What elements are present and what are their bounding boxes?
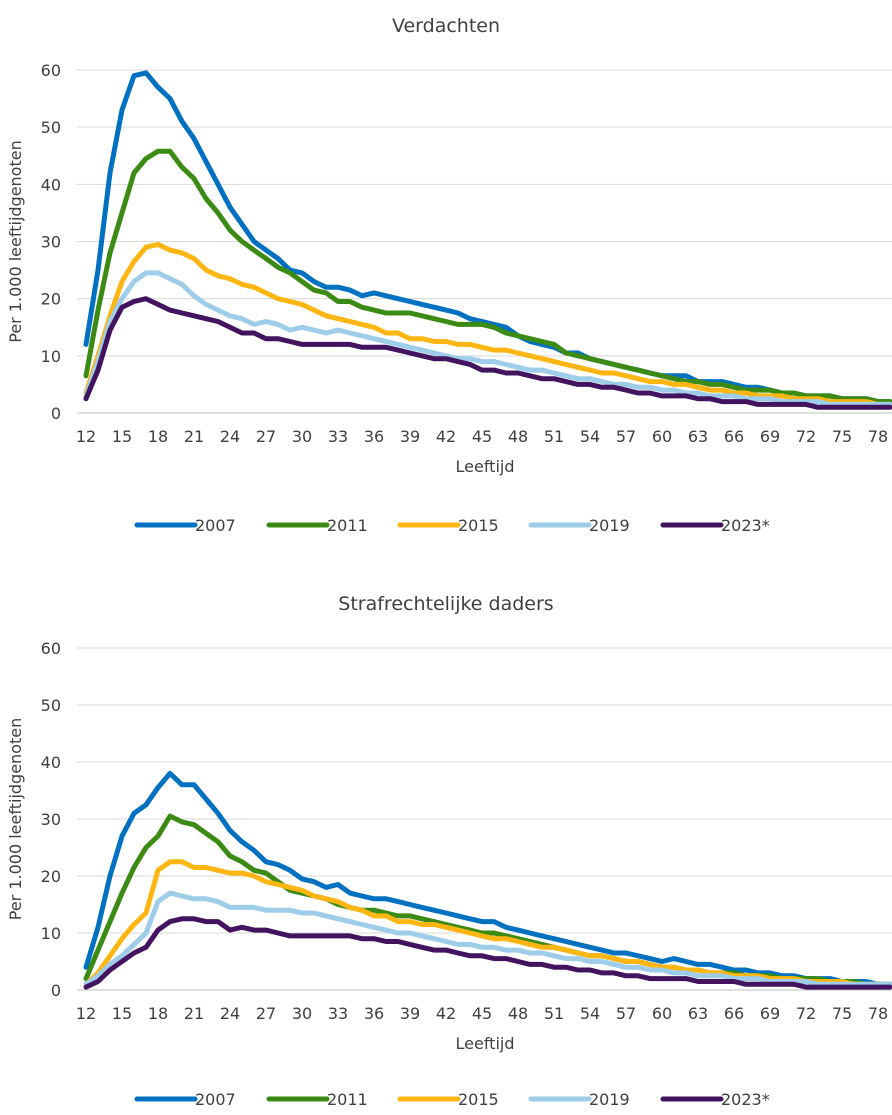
x-tick-label: 39 — [400, 427, 420, 446]
legend-label: 2023* — [721, 516, 770, 535]
x-axis-label: Leeftijd — [456, 457, 515, 476]
legend-label: 2023* — [721, 1090, 770, 1109]
x-tick-label: 36 — [364, 427, 384, 446]
x-tick-label: 66 — [724, 427, 744, 446]
y-tick-label: 10 — [41, 347, 61, 366]
legend-label: 2011 — [327, 516, 368, 535]
x-tick-label: 75 — [832, 427, 852, 446]
series-line-2019 — [83, 270, 892, 407]
y-tick-label: 0 — [51, 981, 61, 1000]
x-tick-label: 57 — [616, 1004, 636, 1023]
y-axis-label: Per 1.000 leeftijdgenoten — [6, 718, 25, 920]
x-tick-label: 36 — [364, 1004, 384, 1023]
x-tick-label: 33 — [328, 427, 348, 446]
series-line-2007 — [83, 70, 892, 405]
x-tick-label: 63 — [688, 1004, 708, 1023]
chart-1: Verdachten 0 10 20 30 40 50 60 12 15 18 21 24 27 30 33 3… — [6, 15, 892, 535]
x-tick-label: 60 — [652, 427, 672, 446]
series-line-2015 — [83, 241, 892, 407]
legend-label: 2019 — [589, 1090, 630, 1109]
x-tick-label: 69 — [760, 427, 780, 446]
y-tick-label: 50 — [41, 118, 61, 137]
x-tick-label: 12 — [76, 427, 96, 446]
series-line-2011 — [83, 148, 892, 405]
x-tick-label: 48 — [508, 1004, 528, 1023]
chart-title: Verdachten — [392, 15, 500, 37]
y-tick-label: 60 — [41, 639, 61, 658]
chart-title: Strafrechtelijke daders — [338, 593, 553, 615]
y-axis-label: Per 1.000 leeftijdgenoten — [6, 140, 25, 342]
x-tick-label: 78 — [868, 1004, 888, 1023]
legend-label: 2007 — [195, 1090, 236, 1109]
y-tick-label: 30 — [41, 233, 61, 252]
y-tick-label: 20 — [41, 290, 61, 309]
x-tick-label: 63 — [688, 427, 708, 446]
x-tick-label: 66 — [724, 1004, 744, 1023]
x-tick-label: 27 — [256, 1004, 276, 1023]
y-tick-label: 60 — [41, 61, 61, 80]
x-tick-label: 21 — [184, 427, 204, 446]
x-tick-label: 24 — [220, 1004, 240, 1023]
x-tick-label: 42 — [436, 427, 456, 446]
x-tick-label: 60 — [652, 1004, 672, 1023]
legend-label: 2015 — [458, 516, 499, 535]
y-tick-label: 0 — [51, 404, 61, 423]
chart-2: Strafrechtelijke daders 0 10 20 30 40 50 60 12 15… — [6, 593, 892, 1109]
y-tick-label: 20 — [41, 867, 61, 886]
x-tick-label: 24 — [220, 427, 240, 446]
series-line-2007 — [83, 770, 892, 987]
x-tick-label: 54 — [580, 1004, 600, 1023]
x-tick-label: 39 — [400, 1004, 420, 1023]
x-tick-label: 15 — [112, 1004, 132, 1023]
x-tick-label: 27 — [256, 427, 276, 446]
x-tick-label: 51 — [544, 427, 564, 446]
x-tick-label: 69 — [760, 1004, 780, 1023]
x-tick-label: 18 — [148, 427, 168, 446]
legend-label: 2015 — [458, 1090, 499, 1109]
x-tick-label: 75 — [832, 1004, 852, 1023]
x-tick-label: 78 — [868, 427, 888, 446]
x-tick-label: 30 — [292, 1004, 312, 1023]
x-tick-label: 54 — [580, 427, 600, 446]
x-axis-label: Leeftijd — [456, 1034, 515, 1053]
x-tick-label: 48 — [508, 427, 528, 446]
series-line-2023 — [83, 296, 892, 410]
x-tick-label: 15 — [112, 427, 132, 446]
series-line-2015 — [83, 859, 892, 987]
legend-label: 2019 — [589, 516, 630, 535]
series-line-2019 — [83, 890, 892, 987]
legend-label: 2011 — [327, 1090, 368, 1109]
x-tick-label: 51 — [544, 1004, 564, 1023]
y-tick-label: 40 — [41, 753, 61, 772]
x-tick-label: 42 — [436, 1004, 456, 1023]
x-tick-label: 57 — [616, 427, 636, 446]
y-tick-label: 40 — [41, 175, 61, 194]
x-tick-label: 72 — [796, 1004, 816, 1023]
x-tick-label: 12 — [76, 1004, 96, 1023]
x-tick-label: 33 — [328, 1004, 348, 1023]
legend-label: 2007 — [195, 516, 236, 535]
x-tick-label: 21 — [184, 1004, 204, 1023]
x-tick-label: 30 — [292, 427, 312, 446]
x-tick-label: 45 — [472, 1004, 492, 1023]
y-tick-label: 30 — [41, 810, 61, 829]
x-tick-label: 18 — [148, 1004, 168, 1023]
x-tick-label: 45 — [472, 427, 492, 446]
y-tick-label: 10 — [41, 924, 61, 943]
x-tick-label: 72 — [796, 427, 816, 446]
series-line-2023 — [83, 916, 892, 990]
y-tick-label: 50 — [41, 696, 61, 715]
